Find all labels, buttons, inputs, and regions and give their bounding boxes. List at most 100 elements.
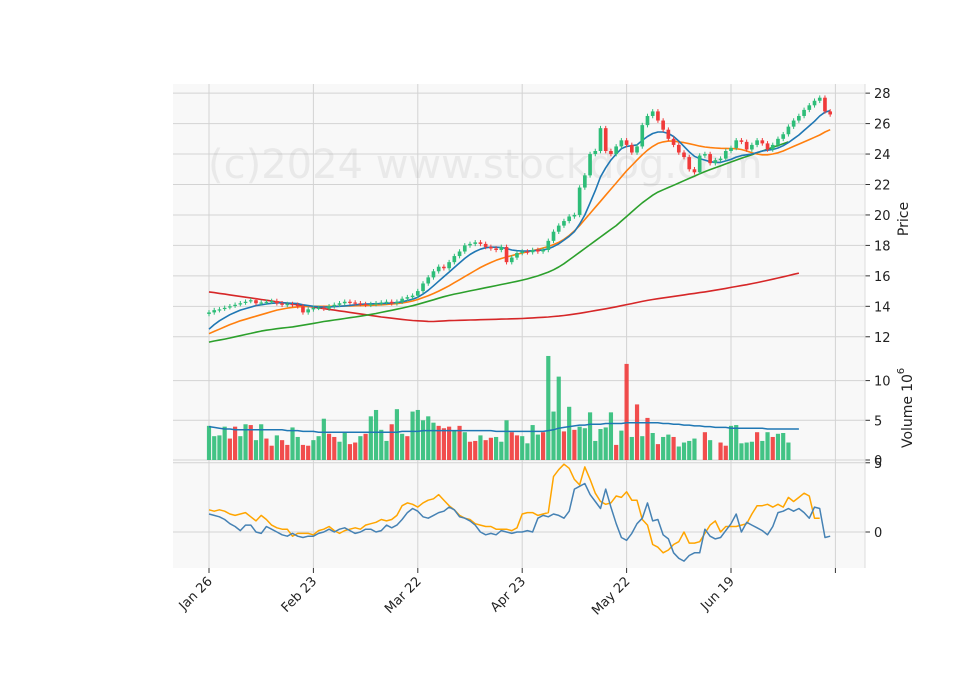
volume-bar: [452, 430, 457, 460]
volume-bar: [316, 436, 321, 460]
volume-axis-label: Volume: [900, 396, 916, 448]
volume-bar: [734, 425, 739, 460]
candle-body: [452, 256, 457, 263]
candle-body: [723, 151, 728, 159]
volume-bar: [243, 424, 248, 460]
volume-bar: [499, 441, 504, 460]
candle-body: [327, 306, 331, 309]
volume-bar: [368, 416, 373, 460]
volume-bar: [274, 435, 279, 460]
volume-bar: [567, 406, 572, 460]
candle-body: [614, 146, 618, 155]
candle-body: [551, 231, 556, 241]
candle-body: [259, 302, 264, 304]
candle-body: [629, 144, 634, 153]
candle-body: [269, 300, 274, 303]
volume-bar: [290, 427, 295, 460]
volume-bar: [373, 409, 379, 460]
candle-body: [525, 251, 530, 253]
volume-bar: [478, 435, 483, 460]
volume-bar: [238, 436, 243, 460]
candle-body: [556, 225, 561, 232]
volume-bar: [504, 420, 509, 460]
price-y-tick-label: 28: [874, 87, 891, 102]
volume-bar: [426, 416, 431, 460]
volume-bar: [608, 412, 614, 460]
volume-y-tick-label: 0: [874, 454, 882, 469]
volume-bar: [462, 432, 467, 460]
volume-axis-exponent: 6: [896, 368, 907, 374]
candle-body: [384, 301, 389, 303]
candle-body: [254, 300, 258, 304]
volume-bar: [483, 440, 488, 460]
candle-body: [718, 158, 723, 161]
candle-body: [473, 242, 478, 244]
volume-bar: [253, 440, 259, 460]
volume-bar: [420, 420, 426, 460]
indicator-y-tick-label: 0: [874, 526, 882, 541]
candle-body: [593, 151, 598, 155]
candle-body: [739, 140, 744, 142]
candle-body: [640, 125, 645, 147]
volume-bar: [551, 411, 556, 460]
candle-body: [316, 307, 321, 310]
volume-bar: [441, 428, 446, 460]
candle-body: [676, 144, 681, 153]
volume-bar: [556, 376, 561, 460]
candle-body: [708, 154, 712, 164]
candle-body: [322, 307, 326, 310]
candle-body: [770, 144, 775, 150]
candle-body: [703, 154, 707, 156]
volume-bar: [488, 437, 493, 460]
candle-body: [457, 251, 462, 257]
candle-body: [812, 100, 817, 106]
candle-body: [358, 303, 363, 305]
price-y-tick-label: 22: [874, 179, 891, 194]
volume-bar: [645, 417, 650, 460]
candle-body: [546, 240, 551, 250]
volume-bar: [394, 409, 400, 460]
volume-bar: [671, 436, 676, 460]
candle-body: [583, 175, 587, 188]
candle-body: [624, 140, 629, 145]
volume-bar: [248, 425, 253, 460]
price-y-tick-label: 16: [874, 270, 891, 285]
candle-body: [666, 129, 671, 139]
volume-bar: [587, 412, 593, 460]
candle-body: [415, 291, 420, 296]
volume-y-tick-label: 10: [874, 375, 891, 390]
volume-bar: [619, 430, 624, 460]
volume-bar: [603, 427, 608, 460]
candle-body: [295, 304, 300, 307]
candle-body: [786, 126, 791, 135]
candle-body: [797, 115, 801, 121]
candle-body: [395, 301, 399, 304]
candle-body: [248, 300, 253, 302]
volume-bar: [321, 418, 326, 460]
candle-body: [489, 246, 493, 249]
volume-bar: [786, 442, 791, 460]
volume-bar: [650, 433, 655, 460]
volume-bar: [447, 426, 452, 460]
candle-body: [405, 297, 410, 299]
indicator-blue-line: [208, 482, 831, 562]
volume-bar: [728, 425, 734, 460]
candle-body: [509, 257, 514, 263]
price-axis-label: Price: [896, 202, 912, 236]
volume-bar: [765, 432, 770, 460]
volume-bar: [311, 440, 316, 460]
volume-bar: [535, 434, 540, 460]
volume-bar: [593, 440, 598, 460]
volume-bar: [295, 436, 300, 460]
price-y-tick-label: 26: [874, 118, 891, 133]
volume-bar: [530, 425, 535, 460]
volume-bar: [457, 425, 462, 460]
volume-bar: [687, 440, 692, 460]
volume-bar: [227, 438, 232, 460]
volume-axis-exponent-base: 10: [900, 374, 916, 392]
volume-bar: [269, 445, 274, 460]
volume-bar: [212, 436, 217, 460]
volume-bar: [781, 433, 786, 460]
candle-body: [635, 146, 639, 153]
